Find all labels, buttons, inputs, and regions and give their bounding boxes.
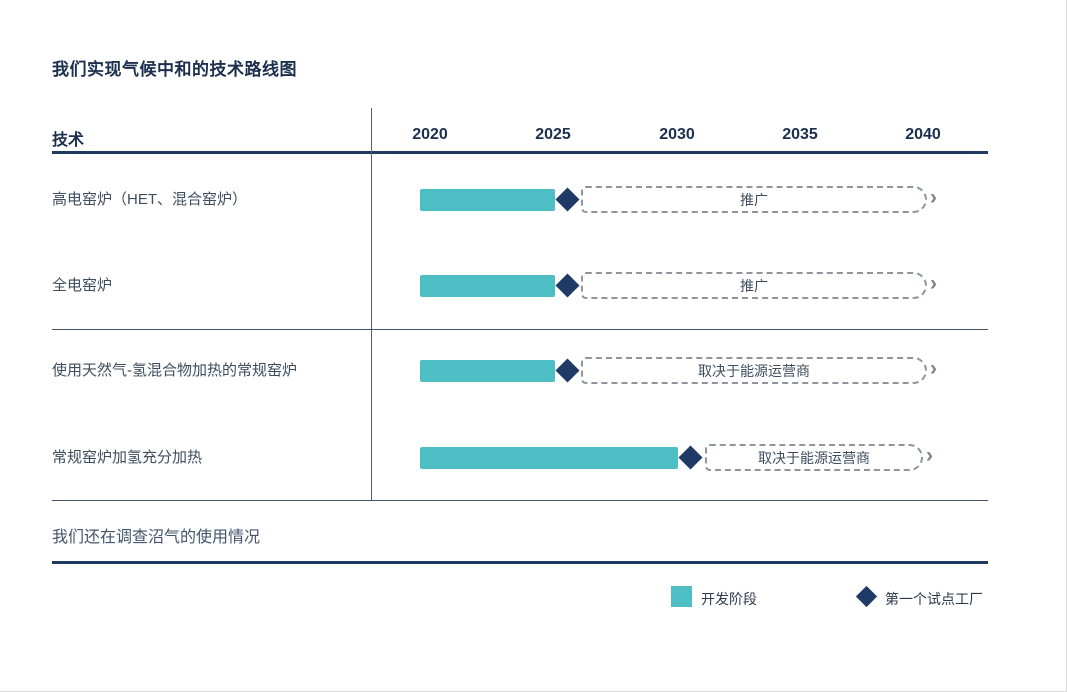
axis-tick-2035: 2035 [782,126,818,143]
development-bar [420,189,555,211]
pilot-plant-diamond-icon [555,273,580,298]
axis-tick-2040: 2040 [905,126,941,143]
footer-divider-line [52,561,988,564]
pilot-plant-diamond-icon [555,187,580,212]
chevron-right-icon: › [930,186,937,209]
biogas-note: 我们还在调查沼气的使用情况 [52,529,261,546]
page-title: 我们实现气候中和的技术路线图 [52,60,297,79]
rollout-phase-box: 取决于能源运营商 [581,357,927,384]
legend-pilot-label: 第一个试点工厂 [885,591,983,607]
section-divider-line [52,500,988,501]
pilot-plant-diamond-icon [678,445,703,470]
vertical-axis-line [371,108,372,500]
rollout-phase-box: 取决于能源运营商 [705,444,923,471]
chevron-right-icon: › [926,444,933,467]
row-label: 常规窑炉加氢充分加热 [52,449,203,466]
pilot-plant-diamond-icon [555,358,580,383]
development-bar [420,360,555,382]
chevron-right-icon: › [930,357,937,380]
axis-tick-2020: 2020 [412,126,448,143]
development-bar [420,275,555,297]
tech-column-header: 技术 [52,132,85,149]
chevron-right-icon: › [930,272,937,295]
axis-tick-2025: 2025 [535,126,571,143]
legend-development-label: 开发阶段 [701,591,757,607]
legend-development-swatch-icon [671,586,692,607]
section-divider-line [52,329,988,330]
row-label: 全电窑炉 [52,277,113,294]
development-bar [420,447,678,469]
rollout-phase-box: 推广 [581,272,927,299]
header-divider-line [52,151,988,154]
row-label: 高电窑炉（HET、混合窑炉） [52,191,248,208]
axis-tick-2030: 2030 [659,126,695,143]
row-label: 使用天然气-氢混合物加热的常规窑炉 [52,362,297,379]
rollout-phase-box: 推广 [581,186,927,213]
legend-pilot-diamond-icon [855,585,878,608]
